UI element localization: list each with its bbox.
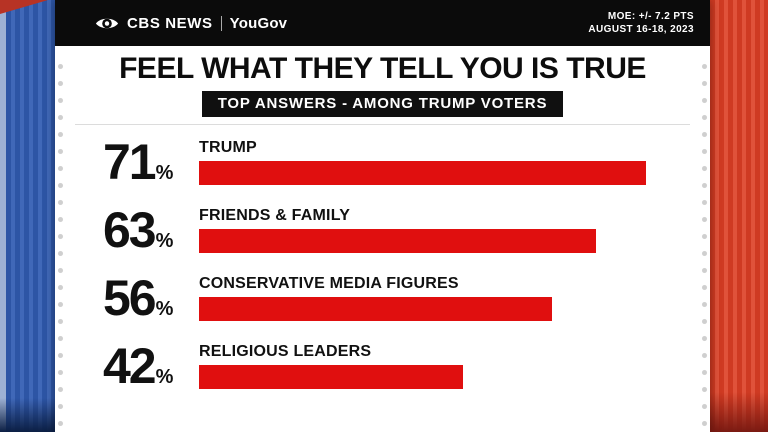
category-label: RELIGIOUS LEADERS [199, 342, 372, 360]
chart-title: FEEL WHAT THEY TELL YOU IS TRUE [119, 52, 646, 85]
left-flag-band [0, 0, 55, 432]
chart-row: 42 % RELIGIOUS LEADERS [103, 341, 690, 391]
cbs-news-logo-text: CBS NEWS [127, 14, 213, 32]
margin-of-error-note: MOE: +/- 7.2 PTS AUGUST 16-18, 2023 [588, 10, 694, 36]
subtitle-badge-wrap: TOP ANSWERS - AMONG TRUMP VOTERS [55, 91, 710, 117]
percent-sign: % [155, 162, 174, 184]
value-label: 63 % [103, 205, 187, 255]
moe-line-2: AUGUST 16-18, 2023 [588, 24, 694, 35]
moe-line-1: MOE: +/- 7.2 PTS [607, 11, 694, 22]
percent-sign: % [155, 366, 174, 388]
brand-divider [220, 15, 222, 31]
bar-chart: 71 % TRUMP 63 % FRIENDS & FAMILY 56 % [55, 125, 710, 391]
chart-row: 63 % FRIENDS & FAMILY [103, 205, 690, 255]
category-label: TRUMP [199, 138, 257, 156]
percent-sign: % [155, 230, 174, 252]
right-flag-band [710, 0, 768, 432]
value-number: 42 [103, 338, 157, 394]
cbs-eye-icon [95, 16, 119, 31]
value-number: 63 [103, 202, 157, 258]
right-perforation-dots [700, 58, 709, 428]
poll-card: CBS NEWS YouGov MOE: +/- 7.2 PTS AUGUST … [55, 0, 710, 432]
subtitle-badge: TOP ANSWERS - AMONG TRUMP VOTERS [201, 91, 564, 117]
bar [199, 364, 464, 389]
header-bar: CBS NEWS YouGov MOE: +/- 7.2 PTS AUGUST … [55, 0, 710, 46]
yougov-logo-text: YouGov [229, 14, 288, 32]
value-label: 71 % [103, 137, 187, 187]
percent-sign: % [155, 298, 174, 320]
chart-row: 56 % CONSERVATIVE MEDIA FIGURES [103, 273, 690, 323]
category-label: FRIENDS & FAMILY [199, 206, 351, 224]
value-label: 42 % [103, 341, 187, 391]
value-label: 56 % [103, 273, 187, 323]
bar [199, 296, 552, 321]
brand-lockup: CBS NEWS YouGov [95, 15, 287, 32]
chart-row: 71 % TRUMP [103, 137, 690, 187]
left-perforation-dots [56, 58, 65, 428]
category-label: CONSERVATIVE MEDIA FIGURES [199, 274, 459, 292]
divider-rule [75, 124, 690, 125]
value-number: 71 [103, 134, 157, 190]
bar [199, 160, 646, 185]
bar [199, 228, 596, 253]
value-number: 56 [103, 270, 157, 326]
